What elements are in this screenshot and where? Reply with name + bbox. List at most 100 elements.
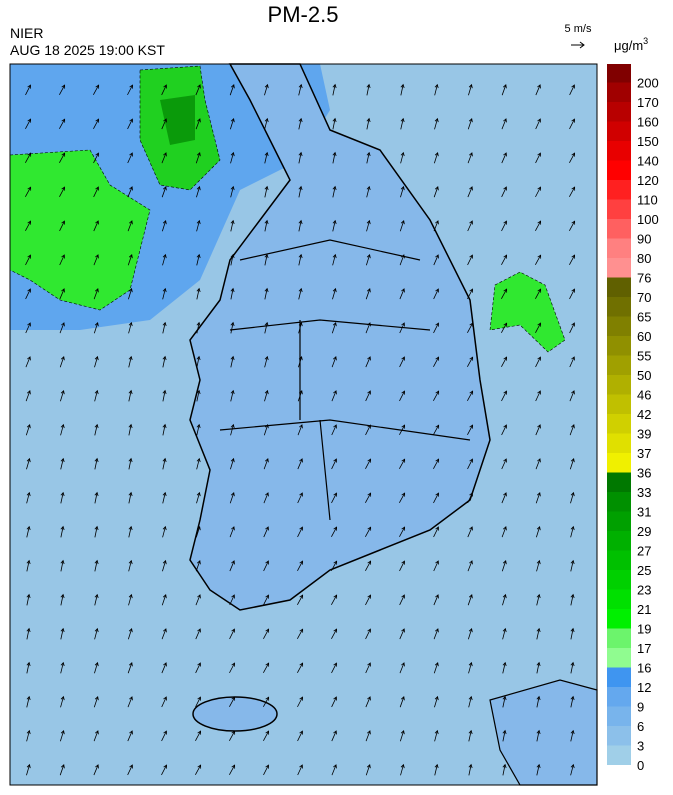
wind-arrow [570,559,575,572]
wind-arrow [25,118,32,130]
wind-arrow [263,560,269,572]
wind-arrow [569,390,575,402]
wind-arrow [229,730,236,742]
agency: NIER [10,25,43,41]
wind-arrow [365,560,372,572]
wind-arrow [93,118,100,130]
wind-arrow [195,560,201,572]
wind-arrow [25,288,31,300]
wind-arrow [128,593,133,606]
wind-arrow [331,594,338,606]
wind-arrow [535,492,541,504]
wind-arrow [297,424,303,436]
wind-arrow [60,627,65,640]
wind-arrow [331,662,337,674]
wind-arrow [365,288,371,300]
wind-arrow [230,355,235,368]
wind-arrow [399,254,405,266]
wind-arrow [93,764,99,776]
wind-arrow [501,424,507,436]
wind-arrow [161,628,167,640]
wind-arrow [196,491,201,504]
wind-arrow [536,763,541,776]
colorbar-label: 42 [637,407,651,422]
colorbar-segment [607,589,631,609]
wind-arrow [230,321,235,334]
wind-arrow [535,220,542,232]
wind-arrow [467,526,473,538]
wind-arrow [468,695,473,708]
wind-arrow [196,355,201,368]
wind-arrow [366,219,371,232]
wind-arrow [365,492,372,504]
wind-arrow [467,322,474,334]
colorbar-label: 80 [637,251,651,266]
wind-arrow [93,220,99,232]
wind-arrow [570,695,575,708]
wind-arrow [365,696,371,708]
colorbar-segment [607,121,631,141]
wind-arrow [366,151,371,164]
colorbar-label: 110 [637,193,658,208]
colorbar-segment [607,219,631,239]
colorbar-segment [607,141,631,161]
wind-arrow [59,220,65,232]
wind-arrow [196,423,201,436]
wind-arrow [128,457,133,470]
wind-arrow [297,458,303,470]
wind-arrow [128,423,133,436]
wind-arrow [297,662,304,674]
map [9,63,598,786]
colorbar-segment [607,297,631,317]
wind-arrow [264,185,269,198]
wind-arrow [161,186,167,198]
colorbar-segment [607,375,631,395]
wind-arrow [467,220,473,232]
wind-arrow [128,525,133,538]
wind-arrow [26,695,31,708]
wind-arrow [467,288,474,300]
wind-arrow [128,287,133,300]
colorbar-segment [607,511,631,531]
wind-arrow [25,220,32,232]
wind-arrow [399,356,405,368]
wind-arrow [230,389,235,402]
wind-arrow [93,695,99,708]
colorbar-label: 120 [637,173,659,188]
colorbar-label: 31 [637,505,651,520]
wind-arrow [467,117,473,130]
wind-arrow [161,730,167,742]
wind-arrow [162,321,167,334]
wind-arrow [535,356,541,368]
wind-arrow [59,288,65,300]
wind-arrow [263,764,270,776]
wind-arrow [467,424,474,436]
wind-arrow [570,729,575,742]
unit: μg/m3 [614,36,648,53]
wind-arrow [229,117,235,130]
wind-arrow [332,117,337,130]
wind-arrow [162,423,167,436]
wind-arrow [535,288,542,300]
wind-arrow [467,254,473,266]
wind-arrow [433,390,440,402]
colorbar-segment [607,550,631,570]
wind-arrow [365,424,371,436]
wind-arrow [162,491,167,504]
wind-arrow [59,84,66,96]
wind-arrow [569,152,576,164]
wind-arrow [195,118,201,130]
wind-arrow [502,729,507,742]
colorbar-label: 25 [637,563,651,578]
wind-arrow [331,696,337,708]
wind-arrow [399,219,405,232]
wind-arrow [127,627,133,640]
wind-arrow [535,424,541,436]
wind-arrow [331,628,338,640]
wind-arrow [536,661,541,674]
wind-arrow [536,525,541,538]
wind-arrow [297,594,304,606]
wind-arrow [433,356,440,368]
wind-arrow [468,729,473,742]
wind-arrow [162,355,167,368]
